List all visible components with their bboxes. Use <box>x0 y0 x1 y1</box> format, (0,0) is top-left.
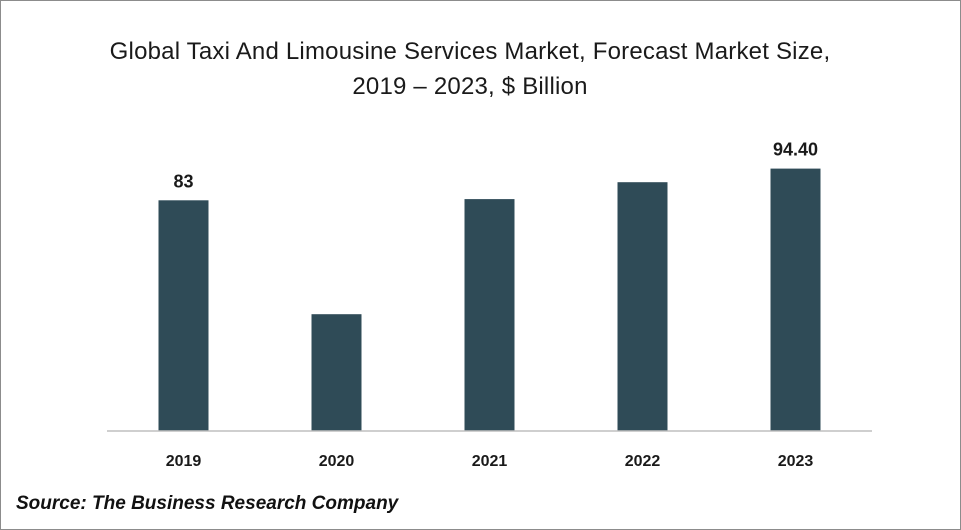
x-tick-label-2023: 2023 <box>778 453 814 470</box>
x-tick-label-2022: 2022 <box>625 453 661 470</box>
bars-group <box>158 168 821 431</box>
x-tick-label-2021: 2021 <box>472 453 508 470</box>
data-labels-group: 83 94.40 <box>173 140 818 192</box>
x-tick-label-2020: 2020 <box>319 453 355 470</box>
data-label-2023: 94.40 <box>773 140 818 160</box>
bar-2022 <box>617 182 668 431</box>
x-tick-labels-group: 2019 2020 2021 2022 2023 <box>166 453 814 470</box>
data-label-2019: 83 <box>173 171 193 191</box>
x-tick-label-2019: 2019 <box>166 453 202 470</box>
bar-2021 <box>464 199 515 431</box>
bar-2023 <box>770 168 821 431</box>
chart-title: Global Taxi And Limousine Services Marke… <box>109 38 831 100</box>
bar-2020 <box>311 314 362 431</box>
source-note: Source: The Business Research Company <box>16 493 399 514</box>
bar-2019 <box>158 200 209 431</box>
